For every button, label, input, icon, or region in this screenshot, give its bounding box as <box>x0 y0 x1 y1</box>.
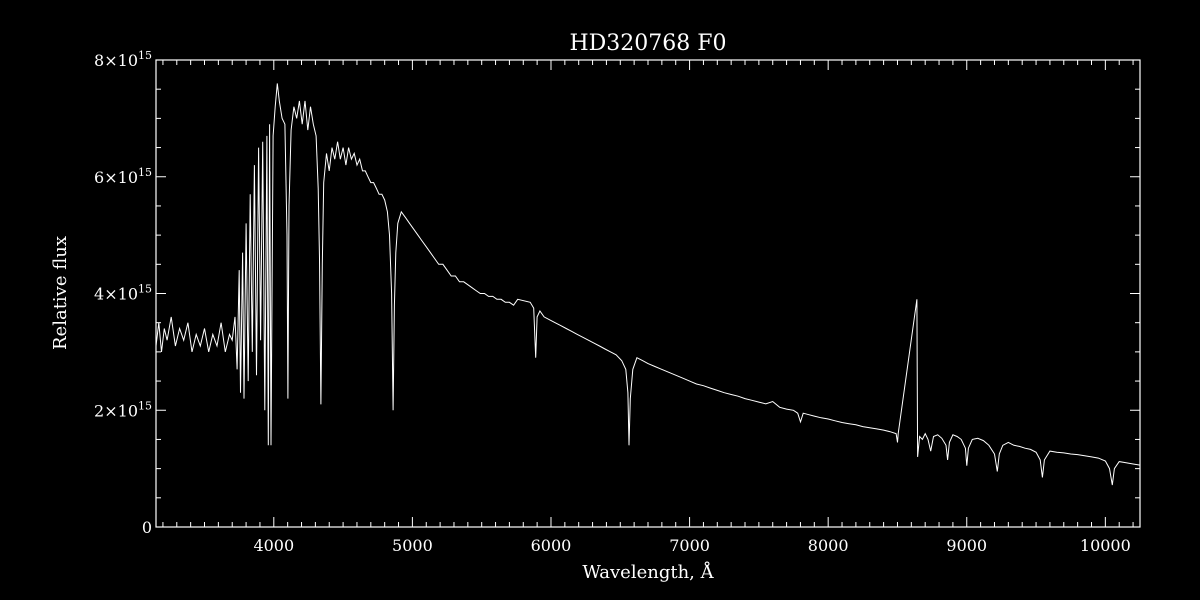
x-tick-label: 6000 <box>531 536 572 555</box>
y-tick-label: 6×1015 <box>94 166 152 187</box>
x-tick-label: 10000 <box>1080 536 1131 555</box>
x-tick-label: 7000 <box>669 536 710 555</box>
x-tick-label: 8000 <box>808 536 849 555</box>
y-tick-label: 4×1015 <box>94 283 152 304</box>
x-axis-label: Wavelength, Å <box>582 561 714 583</box>
y-axis-tick-labels: 0 2×1015 4×1015 6×1015 8×1015 <box>94 49 152 537</box>
y-tick-label: 8×1015 <box>94 49 152 70</box>
x-axis-tick-labels: 4000 5000 6000 7000 8000 9000 10000 <box>253 536 1130 555</box>
x-tick-label: 4000 <box>253 536 294 555</box>
y-axis-label: Relative flux <box>50 236 71 350</box>
x-tick-label: 9000 <box>946 536 987 555</box>
chart-title: HD320768 F0 <box>569 31 726 56</box>
x-axis-ticks <box>162 60 1134 527</box>
x-tick-label: 5000 <box>392 536 433 555</box>
series-line-flux <box>155 83 1141 486</box>
y-tick-label: 0 <box>142 518 152 537</box>
y-axis-ticks <box>156 59 1140 528</box>
y-tick-label: 2×1015 <box>94 399 152 420</box>
